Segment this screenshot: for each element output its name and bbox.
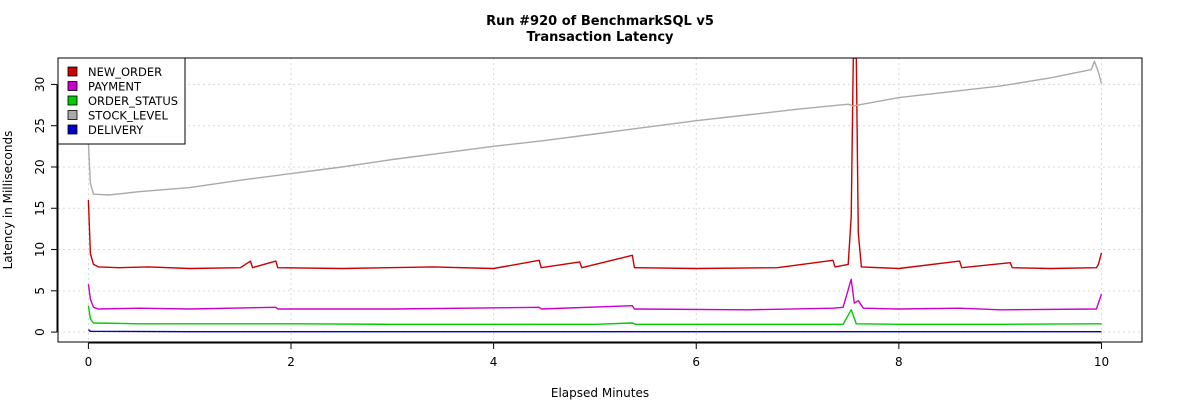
y-axis: 0 5 10 15 20 25 30	[33, 77, 58, 336]
series-lines	[87, 58, 1103, 333]
x-axis: 0 2 4 6 8 10	[85, 342, 1109, 369]
y-tick-label-0: 0	[33, 328, 47, 336]
x-tick-label-5: 10	[1094, 355, 1109, 369]
chart-title-line2: Transaction Latency	[527, 30, 675, 45]
legend-label-order-status: ORDER_STATUS	[88, 94, 178, 108]
chart-title-line1: Run #920 of BenchmarkSQL v5	[486, 14, 714, 29]
legend-label-delivery: DELIVERY	[88, 123, 144, 137]
legend-swatch-payment	[67, 81, 78, 91]
x-tick-label-3: 6	[692, 355, 700, 369]
series-line-delivery	[87, 329, 1102, 333]
series-line-new-order	[87, 58, 1103, 270]
grid	[58, 58, 1142, 342]
legend: NEW_ORDERPAYMENTORDER_STATUSSTOCK_LEVELD…	[57, 57, 186, 145]
y-tick-label-5: 25	[33, 118, 47, 133]
y-tick-label-1: 5	[33, 287, 47, 295]
legend-label-payment: PAYMENT	[88, 80, 142, 94]
x-tick-label-1: 2	[287, 355, 295, 369]
x-tick-label-2: 4	[490, 355, 498, 369]
x-tick-label-4: 8	[895, 355, 903, 369]
legend-swatch-delivery	[67, 124, 78, 135]
legend-label-stock-level: STOCK_LEVEL	[88, 109, 169, 123]
legend-box	[57, 57, 186, 145]
y-tick-label-2: 10	[33, 242, 47, 257]
y-tick-label-3: 15	[33, 201, 47, 216]
y-tick-label-4: 20	[33, 159, 47, 174]
x-axis-label: Elapsed Minutes	[551, 386, 649, 400]
legend-swatch-stock-level	[67, 110, 78, 120]
series-line-payment	[87, 278, 1103, 311]
legend-swatch-order-status	[67, 95, 78, 106]
legend-swatch-new-order	[67, 66, 78, 77]
x-tick-label-0: 0	[85, 355, 93, 369]
series-line-order-status	[87, 305, 1102, 325]
y-axis-label: Latency in Milliseconds	[1, 131, 15, 270]
plot-frame	[57, 57, 1143, 343]
legend-label-new-order: NEW_ORDER	[88, 65, 162, 79]
series-line-stock-level	[87, 60, 1103, 196]
y-tick-label-6: 30	[33, 77, 47, 92]
